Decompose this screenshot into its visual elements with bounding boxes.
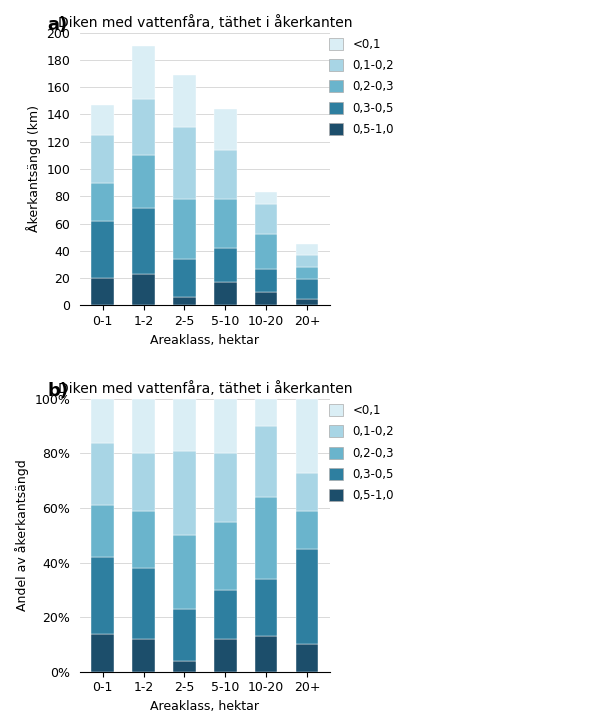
Bar xyxy=(173,127,196,199)
Bar xyxy=(214,639,236,672)
Bar xyxy=(255,636,278,672)
Bar xyxy=(173,75,196,127)
Bar xyxy=(133,99,155,155)
Bar xyxy=(214,109,236,150)
Bar xyxy=(91,221,114,278)
Bar xyxy=(255,426,278,497)
Title: Diken med vattenfåra, täthet i åkerkanten: Diken med vattenfåra, täthet i åkerkante… xyxy=(58,381,352,396)
X-axis label: Areaklass, hektar: Areaklass, hektar xyxy=(150,333,260,347)
Legend: <0,1, 0,1-0,2, 0,2-0,3, 0,3-0,5, 0,5-1,0: <0,1, 0,1-0,2, 0,2-0,3, 0,3-0,5, 0,5-1,0 xyxy=(324,33,399,141)
Bar xyxy=(255,399,278,426)
Bar xyxy=(133,274,155,305)
Bar xyxy=(91,557,114,633)
Bar xyxy=(133,155,155,208)
Bar xyxy=(255,497,278,579)
Bar xyxy=(255,292,278,305)
Bar xyxy=(296,399,318,472)
Bar xyxy=(255,205,278,234)
Bar xyxy=(133,399,155,454)
Bar xyxy=(91,278,114,305)
X-axis label: Areaklass, hektar: Areaklass, hektar xyxy=(150,700,260,713)
Bar xyxy=(173,199,196,259)
Bar xyxy=(133,208,155,274)
Bar xyxy=(173,297,196,305)
Bar xyxy=(91,633,114,672)
Bar xyxy=(296,644,318,672)
Bar xyxy=(173,399,196,451)
Text: a): a) xyxy=(48,16,68,34)
Bar xyxy=(255,192,278,205)
Bar xyxy=(133,568,155,639)
Bar xyxy=(91,399,114,443)
Bar xyxy=(173,535,196,609)
Bar xyxy=(214,282,236,305)
Bar xyxy=(214,248,236,282)
Title: Diken med vattenfåra, täthet i åkerkanten: Diken med vattenfåra, täthet i åkerkante… xyxy=(58,15,352,30)
Bar xyxy=(173,661,196,672)
Bar xyxy=(214,454,236,522)
Bar xyxy=(173,609,196,661)
Bar xyxy=(296,244,318,255)
Bar xyxy=(296,549,318,644)
Bar xyxy=(255,234,278,269)
Bar xyxy=(214,590,236,639)
Bar xyxy=(91,105,114,135)
Bar xyxy=(173,259,196,297)
Bar xyxy=(214,199,236,248)
Bar xyxy=(214,150,236,199)
Bar xyxy=(91,443,114,505)
Legend: <0,1, 0,1-0,2, 0,2-0,3, 0,3-0,5, 0,5-1,0: <0,1, 0,1-0,2, 0,2-0,3, 0,3-0,5, 0,5-1,0 xyxy=(324,400,399,507)
Bar xyxy=(133,454,155,511)
Bar xyxy=(296,267,318,280)
Bar xyxy=(255,579,278,636)
Bar xyxy=(214,399,236,454)
Bar xyxy=(91,183,114,221)
Y-axis label: Andel av åkerkantsängd: Andel av åkerkantsängd xyxy=(15,459,29,612)
Bar xyxy=(173,451,196,535)
Bar xyxy=(91,135,114,183)
Bar xyxy=(133,46,155,99)
Text: b): b) xyxy=(48,382,69,400)
Y-axis label: Åkerkantsängd (km): Åkerkantsängd (km) xyxy=(26,106,41,232)
Bar xyxy=(91,505,114,557)
Bar xyxy=(296,511,318,549)
Bar xyxy=(296,280,318,298)
Bar xyxy=(255,269,278,292)
Bar xyxy=(133,639,155,672)
Bar xyxy=(296,255,318,267)
Bar xyxy=(133,511,155,568)
Bar xyxy=(296,298,318,305)
Bar xyxy=(214,522,236,590)
Bar xyxy=(296,472,318,511)
